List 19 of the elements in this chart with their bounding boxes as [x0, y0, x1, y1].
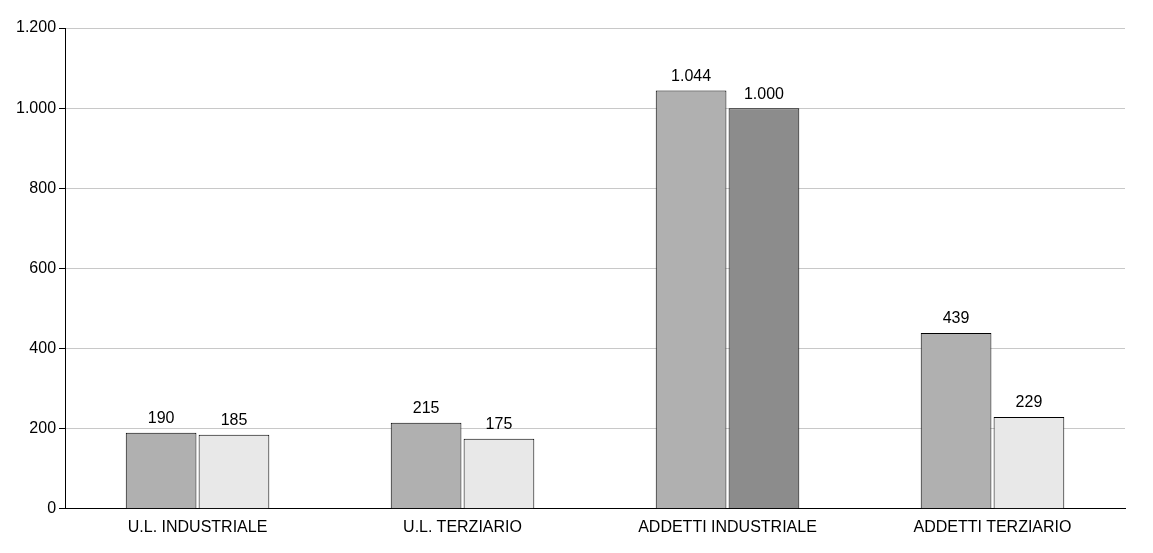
y-tick-label: 800 — [29, 178, 57, 196]
data-label: 439 — [942, 309, 970, 327]
y-tick-label: 0 — [47, 499, 57, 517]
x-tick-label: ADDETTI INDUSTRIALE — [638, 517, 817, 535]
y-tick-label: 1.200 — [15, 18, 57, 36]
data-label: 1.000 — [743, 84, 785, 102]
y-tick-label: 1.000 — [15, 98, 57, 116]
data-label: 185 — [220, 411, 248, 429]
y-tick-label: 200 — [29, 419, 57, 437]
data-label: 229 — [1015, 393, 1043, 411]
x-tick-label: ADDETTI TERZIARIO — [913, 517, 1072, 535]
x-tick-label: U.L. TERZIARIO — [403, 517, 522, 535]
x-tick-label: U.L. INDUSTRIALE — [127, 517, 268, 535]
data-label: 190 — [147, 409, 175, 427]
data-label: 215 — [412, 399, 440, 417]
data-label: 1.044 — [671, 66, 712, 84]
data-label: 175 — [485, 415, 513, 433]
y-tick-label: 400 — [29, 338, 57, 356]
y-tick-label: 600 — [29, 258, 57, 276]
